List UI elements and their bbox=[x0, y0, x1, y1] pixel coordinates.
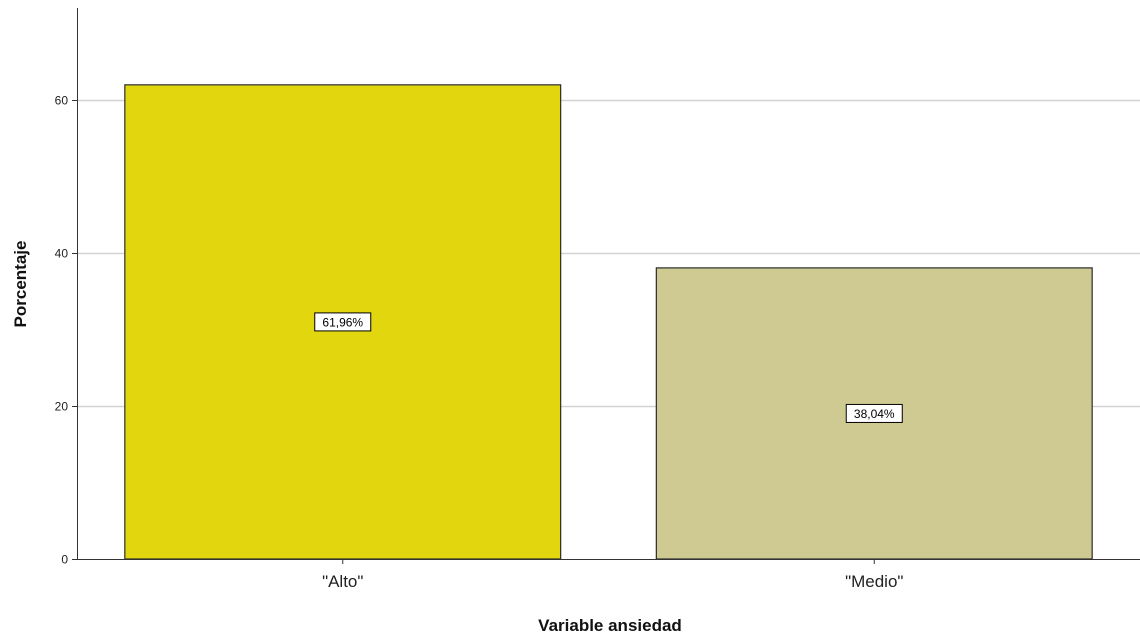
y-tick-label-60: 60 bbox=[55, 94, 69, 108]
data-label-box-0 bbox=[314, 312, 372, 332]
data-label-box-1 bbox=[845, 403, 903, 423]
y-tick-label-0: 0 bbox=[61, 553, 68, 567]
y-axis-title: Porcentaje bbox=[11, 241, 30, 328]
y-tick-label-40: 40 bbox=[55, 247, 69, 261]
bars bbox=[124, 84, 1093, 560]
x-tick-label-1: "Medio" bbox=[845, 572, 903, 591]
data-label-0: 61,96% bbox=[322, 315, 363, 329]
x-tick-label-0: "Alto" bbox=[322, 572, 363, 591]
y-tick-label-20: 20 bbox=[55, 400, 69, 414]
data-label-1: 38,04% bbox=[854, 407, 895, 421]
axes: 0 20 40 60 "Alto" "Medio" bbox=[55, 8, 1140, 591]
x-axis-title: Variable ansiedad bbox=[538, 616, 682, 635]
data-labels: 61,96% 38,04% bbox=[314, 312, 903, 423]
